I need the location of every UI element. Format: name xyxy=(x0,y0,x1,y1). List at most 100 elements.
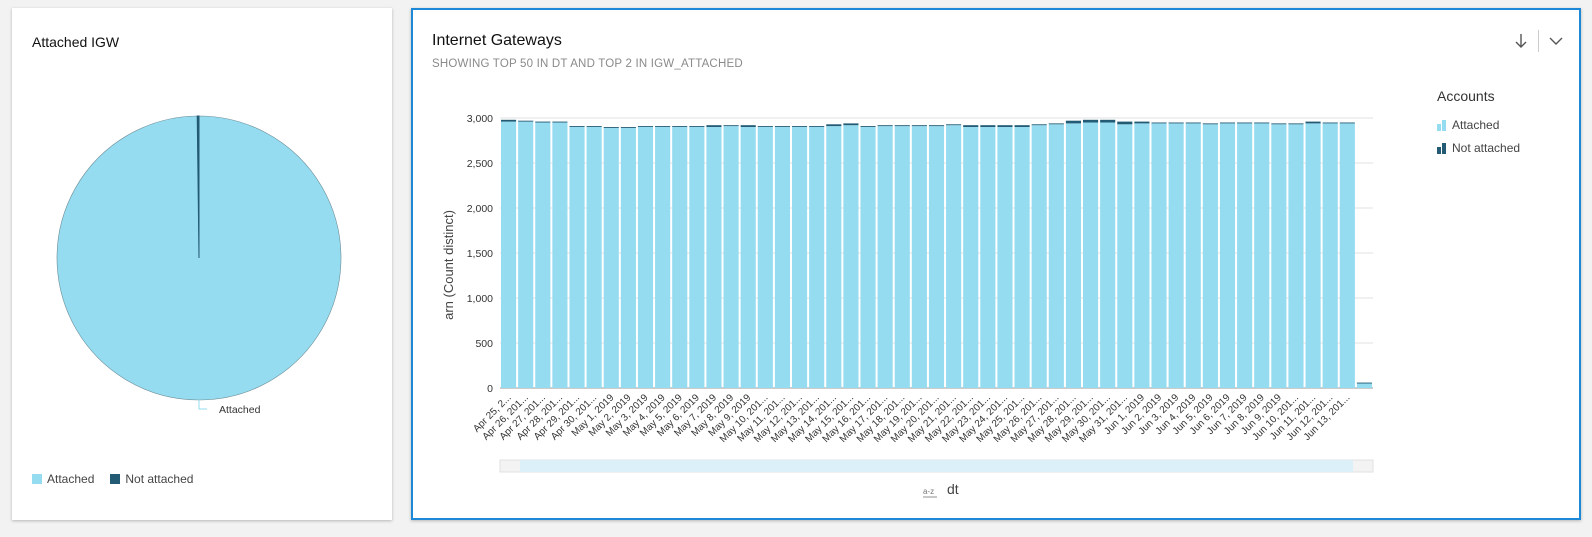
bar-attached[interactable] xyxy=(1048,124,1064,389)
bar-not-attached[interactable] xyxy=(894,125,910,127)
legend-item-not-attached[interactable]: Not attached xyxy=(1437,141,1520,155)
bar-attached[interactable] xyxy=(620,127,636,389)
bar-attached[interactable] xyxy=(535,122,551,389)
legend-item-attached[interactable]: Attached xyxy=(1437,118,1520,132)
bar-attached[interactable] xyxy=(1134,123,1150,389)
bar-not-attached[interactable] xyxy=(655,126,671,127)
bar-attached[interactable] xyxy=(706,127,722,388)
bar-not-attached[interactable] xyxy=(877,125,893,127)
bar-not-attached[interactable] xyxy=(569,126,585,127)
bar-attached[interactable] xyxy=(672,127,688,388)
bar-not-attached[interactable] xyxy=(518,120,534,122)
bar-not-attached[interactable] xyxy=(1305,121,1321,124)
bar-not-attached[interactable] xyxy=(1254,122,1270,124)
bar-not-attached[interactable] xyxy=(963,125,979,127)
bar-not-attached[interactable] xyxy=(1100,119,1116,123)
bar-attached[interactable] xyxy=(946,125,962,388)
bar-not-attached[interactable] xyxy=(1168,122,1184,124)
bar-attached[interactable] xyxy=(603,127,619,389)
bar-not-attached[interactable] xyxy=(1185,122,1201,124)
bar-attached[interactable] xyxy=(894,126,910,388)
bar-not-attached[interactable] xyxy=(1014,125,1030,127)
bar-attached[interactable] xyxy=(911,126,927,388)
bar-not-attached[interactable] xyxy=(723,125,739,127)
bar-attached[interactable] xyxy=(809,127,825,388)
bar-not-attached[interactable] xyxy=(1237,122,1253,124)
range-scrollbar-handle[interactable] xyxy=(520,460,1353,472)
bar-attached[interactable] xyxy=(552,122,568,389)
bar-not-attached[interactable] xyxy=(911,125,927,127)
bar-not-attached[interactable] xyxy=(637,126,654,127)
bar-not-attached[interactable] xyxy=(552,121,568,123)
az-sort-icon[interactable]: a-z xyxy=(923,487,934,496)
bar-not-attached[interactable] xyxy=(980,125,996,127)
bar-attached[interactable] xyxy=(928,126,945,388)
bar-attached[interactable] xyxy=(1219,123,1236,389)
bar-attached[interactable] xyxy=(997,127,1013,388)
bar-not-attached[interactable] xyxy=(1048,123,1064,125)
chevron-down-icon[interactable] xyxy=(1545,30,1567,52)
bar-attached[interactable] xyxy=(826,126,842,388)
bar-attached[interactable] xyxy=(774,127,790,388)
bar-attached[interactable] xyxy=(1031,125,1047,388)
bar-attached[interactable] xyxy=(1356,383,1372,389)
bar-not-attached[interactable] xyxy=(1219,122,1236,124)
bar-not-attached[interactable] xyxy=(620,127,636,128)
pie-slice-not-attached[interactable] xyxy=(196,115,200,259)
bar-not-attached[interactable] xyxy=(1288,123,1304,125)
bar-not-attached[interactable] xyxy=(1271,123,1287,125)
bar-attached[interactable] xyxy=(689,127,705,388)
legend-item-attached[interactable]: Attached xyxy=(32,472,94,486)
bar-attached[interactable] xyxy=(518,121,534,388)
bar-attached[interactable] xyxy=(860,127,876,388)
bar-not-attached[interactable] xyxy=(774,126,790,127)
bar-attached[interactable] xyxy=(586,127,602,388)
bar-attached[interactable] xyxy=(637,127,654,388)
bar-not-attached[interactable] xyxy=(1117,121,1133,125)
bar-attached[interactable] xyxy=(1237,123,1253,389)
bar-attached[interactable] xyxy=(1168,123,1184,389)
bar-attached[interactable] xyxy=(1065,123,1081,389)
bar-not-attached[interactable] xyxy=(1151,122,1167,124)
bar-not-attached[interactable] xyxy=(1356,382,1372,384)
bar-attached[interactable] xyxy=(1339,123,1355,389)
bar-attached[interactable] xyxy=(655,127,671,388)
bar-not-attached[interactable] xyxy=(1202,123,1218,125)
bar-attached[interactable] xyxy=(1100,122,1116,389)
bar-not-attached[interactable] xyxy=(843,123,859,126)
bar-not-attached[interactable] xyxy=(1322,122,1338,124)
bar-attached[interactable] xyxy=(1151,123,1167,389)
bar-attached[interactable] xyxy=(757,127,773,388)
bar-attached[interactable] xyxy=(1117,124,1133,389)
bar-not-attached[interactable] xyxy=(740,125,756,127)
bar-not-attached[interactable] xyxy=(586,126,602,127)
bar-not-attached[interactable] xyxy=(706,125,722,127)
bar-not-attached[interactable] xyxy=(1134,121,1150,124)
bar-attached[interactable] xyxy=(723,126,739,388)
bar-not-attached[interactable] xyxy=(809,126,825,127)
bar-attached[interactable] xyxy=(1083,122,1099,389)
bar-not-attached[interactable] xyxy=(792,126,808,127)
bar-attached[interactable] xyxy=(1254,123,1270,389)
legend-item-not-attached[interactable]: Not attached xyxy=(110,472,193,486)
bar-not-attached[interactable] xyxy=(535,121,551,123)
bar-attached[interactable] xyxy=(569,127,585,388)
bar-attached[interactable] xyxy=(980,127,996,388)
bar-not-attached[interactable] xyxy=(757,126,773,127)
bar-not-attached[interactable] xyxy=(860,126,876,127)
bar-not-attached[interactable] xyxy=(997,125,1013,127)
bar-not-attached[interactable] xyxy=(1031,124,1047,126)
bar-attached[interactable] xyxy=(501,121,517,388)
bar-attached[interactable] xyxy=(843,125,859,388)
bar-attached[interactable] xyxy=(1202,124,1218,389)
bar-not-attached[interactable] xyxy=(946,124,962,126)
bar-attached[interactable] xyxy=(792,127,808,388)
bar-not-attached[interactable] xyxy=(826,124,842,127)
bar-not-attached[interactable] xyxy=(1339,122,1355,124)
bar-not-attached[interactable] xyxy=(672,126,688,127)
bar-attached[interactable] xyxy=(1288,124,1304,389)
bar-not-attached[interactable] xyxy=(1083,119,1099,123)
bar-attached[interactable] xyxy=(1322,123,1338,389)
bar-attached[interactable] xyxy=(1185,123,1201,389)
bar-not-attached[interactable] xyxy=(501,119,517,122)
